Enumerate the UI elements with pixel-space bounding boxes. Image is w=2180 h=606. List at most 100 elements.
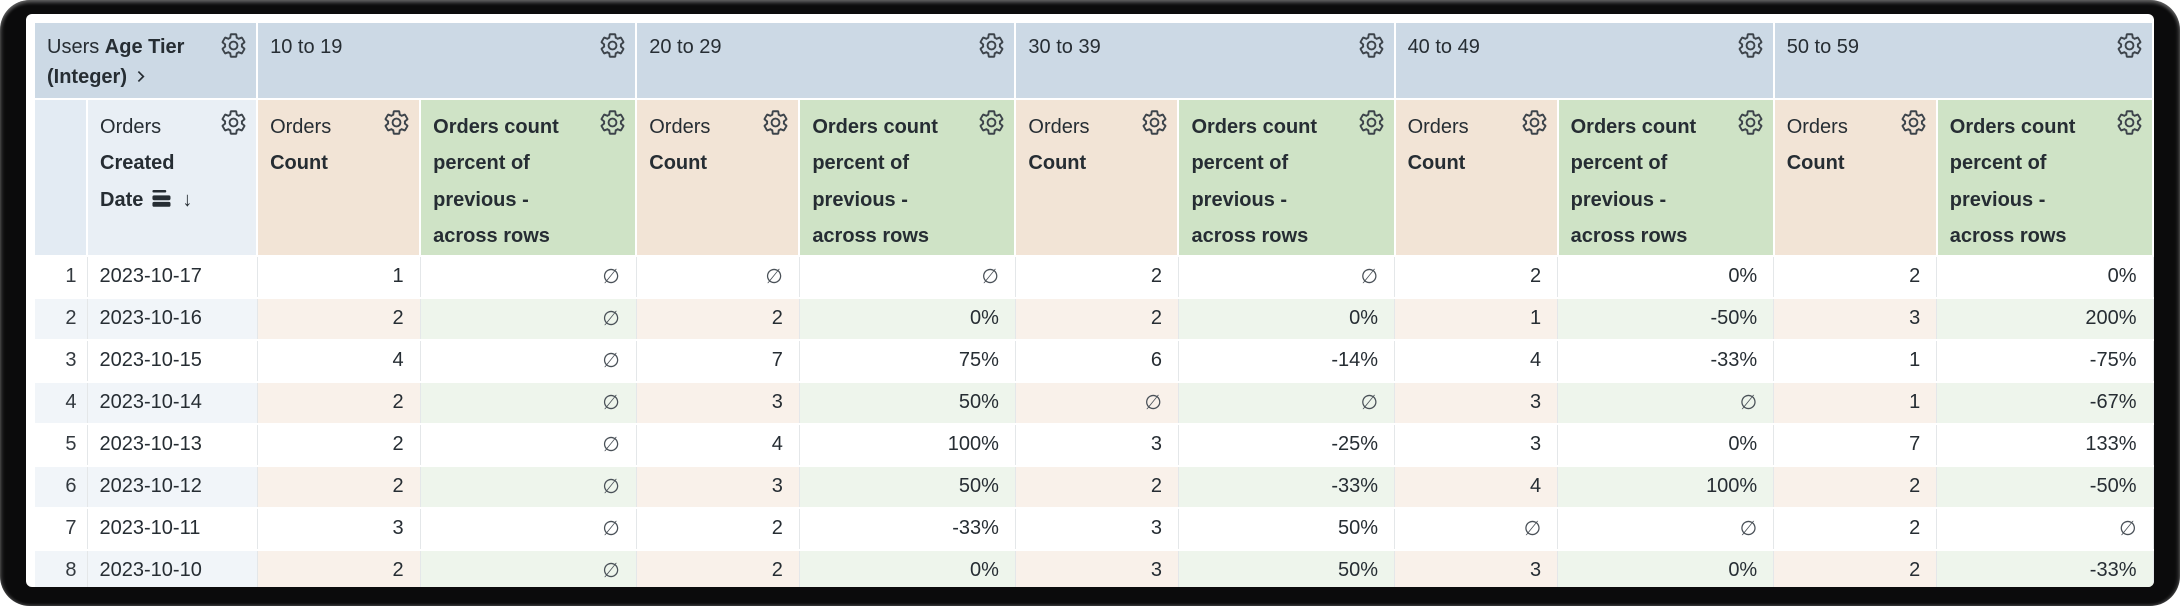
percent-cell[interactable]: ∅ <box>420 423 637 467</box>
percent-cell[interactable]: ∅ <box>799 255 1016 299</box>
date-cell[interactable]: 2023-10-12 <box>87 465 258 509</box>
gear-icon[interactable] <box>1358 32 1385 59</box>
percent-cell[interactable]: -33% <box>799 507 1016 551</box>
count-measure-header[interactable]: Orders Count <box>1773 99 1938 257</box>
percent-cell[interactable]: ∅ <box>420 255 637 299</box>
gear-icon[interactable] <box>599 32 626 59</box>
pivot-value-header[interactable]: 40 to 49 <box>1394 23 1775 100</box>
percent-cell[interactable]: ∅ <box>1178 255 1396 299</box>
count-cell[interactable]: 1 <box>1773 381 1938 425</box>
percent-cell[interactable]: ∅ <box>1557 507 1775 551</box>
gear-icon[interactable] <box>220 32 247 59</box>
sort-desc-arrow[interactable]: ↓ <box>182 188 193 211</box>
percent-cell[interactable]: -33% <box>1557 339 1775 383</box>
pivot-value-header[interactable]: 10 to 19 <box>257 23 638 100</box>
count-cell[interactable]: 2 <box>636 297 800 341</box>
count-cell[interactable]: 3 <box>1394 549 1559 587</box>
date-cell[interactable]: 2023-10-16 <box>87 297 258 341</box>
percent-cell[interactable]: 50% <box>799 381 1016 425</box>
count-cell[interactable]: ∅ <box>636 255 800 299</box>
gear-icon[interactable] <box>599 109 626 136</box>
count-cell[interactable]: 3 <box>636 381 800 425</box>
percent-cell[interactable]: 100% <box>1557 465 1775 509</box>
pivot-value-header[interactable]: 50 to 59 <box>1773 23 2154 100</box>
count-cell[interactable]: 4 <box>1394 465 1559 509</box>
percent-cell[interactable]: -50% <box>1936 465 2154 509</box>
percent-cell[interactable]: ∅ <box>1557 381 1775 425</box>
count-cell[interactable]: 1 <box>1394 297 1559 341</box>
percent-cell[interactable]: ∅ <box>1178 381 1396 425</box>
percent-cell[interactable]: ∅ <box>420 297 637 341</box>
count-cell[interactable]: 2 <box>1773 465 1938 509</box>
percent-cell[interactable]: 133% <box>1936 423 2154 467</box>
percent-cell[interactable]: ∅ <box>420 549 637 587</box>
percent-measure-header[interactable]: Orders count percent of previous - acros… <box>1557 99 1775 257</box>
percent-cell[interactable]: ∅ <box>420 381 637 425</box>
count-cell[interactable]: 2 <box>257 465 421 509</box>
count-cell[interactable]: 2 <box>1015 255 1179 299</box>
count-cell[interactable]: ∅ <box>1015 381 1179 425</box>
date-cell[interactable]: 2023-10-11 <box>87 507 258 551</box>
percent-cell[interactable]: -67% <box>1936 381 2154 425</box>
percent-cell[interactable]: 50% <box>1178 507 1396 551</box>
percent-measure-header[interactable]: Orders count percent of previous - acros… <box>420 99 638 257</box>
count-cell[interactable]: 2 <box>1773 507 1938 551</box>
gear-icon[interactable] <box>1737 109 1764 136</box>
count-cell[interactable]: 6 <box>1015 339 1179 383</box>
gear-icon[interactable] <box>1521 109 1548 136</box>
gear-icon[interactable] <box>1141 109 1168 136</box>
percent-cell[interactable]: ∅ <box>420 339 637 383</box>
count-cell[interactable]: 3 <box>636 465 800 509</box>
gear-icon[interactable] <box>978 32 1005 59</box>
percent-cell[interactable]: 0% <box>1557 423 1775 467</box>
percent-measure-header[interactable]: Orders count percent of previous - acros… <box>1936 99 2154 257</box>
percent-cell[interactable]: 200% <box>1936 297 2154 341</box>
count-cell[interactable]: ∅ <box>1394 507 1559 551</box>
date-cell[interactable]: 2023-10-14 <box>87 381 258 425</box>
pivot-value-header[interactable]: 30 to 39 <box>1015 23 1396 100</box>
date-cell[interactable]: 2023-10-13 <box>87 423 258 467</box>
percent-cell[interactable]: -25% <box>1178 423 1396 467</box>
count-cell[interactable]: 2 <box>1773 549 1938 587</box>
percent-cell[interactable]: ∅ <box>420 507 637 551</box>
gear-icon[interactable] <box>978 109 1005 136</box>
percent-cell[interactable]: -33% <box>1936 549 2154 587</box>
count-measure-header[interactable]: Orders Count <box>1015 99 1180 257</box>
count-cell[interactable]: 2 <box>257 297 421 341</box>
count-cell[interactable]: 4 <box>257 339 421 383</box>
percent-cell[interactable]: 0% <box>1557 255 1775 299</box>
count-cell[interactable]: 4 <box>636 423 800 467</box>
percent-cell[interactable]: 0% <box>799 549 1016 587</box>
count-cell[interactable]: 2 <box>1773 255 1938 299</box>
percent-cell[interactable]: -50% <box>1557 297 1775 341</box>
count-cell[interactable]: 2 <box>257 549 421 587</box>
percent-cell[interactable]: 0% <box>799 297 1016 341</box>
date-cell[interactable]: 2023-10-17 <box>87 255 258 299</box>
gear-icon[interactable] <box>762 109 789 136</box>
count-cell[interactable]: 3 <box>1015 549 1179 587</box>
percent-cell[interactable]: 100% <box>799 423 1016 467</box>
row-field-header[interactable]: Orders Created Date ↓ <box>87 99 259 257</box>
count-cell[interactable]: 2 <box>1015 297 1179 341</box>
count-cell[interactable]: 2 <box>1394 255 1559 299</box>
count-cell[interactable]: 2 <box>636 507 800 551</box>
percent-cell[interactable]: -14% <box>1178 339 1396 383</box>
count-cell[interactable]: 1 <box>1773 339 1938 383</box>
percent-cell[interactable]: ∅ <box>420 465 637 509</box>
percent-cell[interactable]: 50% <box>1178 549 1396 587</box>
count-cell[interactable]: 3 <box>1394 381 1559 425</box>
gear-icon[interactable] <box>1900 109 1927 136</box>
count-cell[interactable]: 1 <box>257 255 421 299</box>
count-cell[interactable]: 3 <box>1015 423 1179 467</box>
percent-measure-header[interactable]: Orders count percent of previous - acros… <box>1178 99 1396 257</box>
count-cell[interactable]: 2 <box>1015 465 1179 509</box>
count-cell[interactable]: 3 <box>1394 423 1559 467</box>
gear-icon[interactable] <box>1358 109 1385 136</box>
count-cell[interactable]: 4 <box>1394 339 1559 383</box>
count-cell[interactable]: 3 <box>257 507 421 551</box>
date-cell[interactable]: 2023-10-15 <box>87 339 258 383</box>
percent-cell[interactable]: 0% <box>1557 549 1775 587</box>
percent-cell[interactable]: 0% <box>1178 297 1396 341</box>
gear-icon[interactable] <box>220 109 247 136</box>
percent-cell[interactable]: 50% <box>799 465 1016 509</box>
